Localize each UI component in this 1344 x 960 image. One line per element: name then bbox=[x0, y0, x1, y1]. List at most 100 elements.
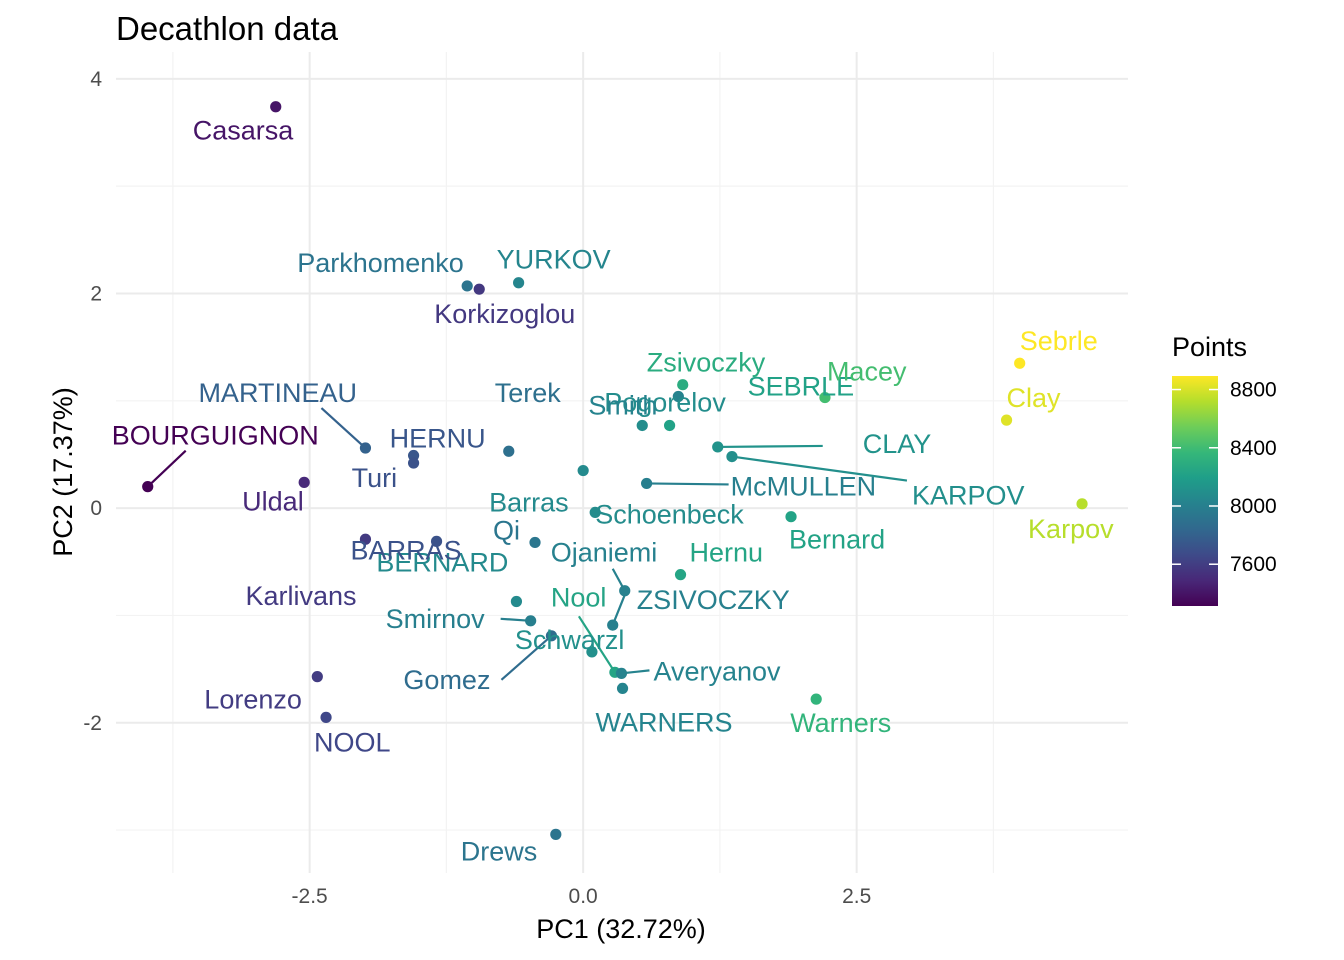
data-point bbox=[1014, 357, 1026, 369]
point-label: Smirnov bbox=[386, 604, 486, 634]
data-point bbox=[142, 481, 154, 493]
point-label: Schoenbeck bbox=[595, 499, 744, 529]
point-label: Averyanov bbox=[653, 656, 781, 686]
point-label: SEBRLE bbox=[748, 371, 855, 401]
data-point bbox=[407, 457, 420, 469]
data-point bbox=[513, 277, 525, 289]
data-point bbox=[607, 619, 619, 631]
point-label: Barras bbox=[489, 488, 569, 518]
point-label: Turi bbox=[352, 463, 398, 493]
data-point bbox=[503, 445, 515, 457]
point-label: Schwarzl bbox=[515, 625, 625, 655]
data-point bbox=[320, 711, 332, 723]
data-point bbox=[359, 533, 372, 545]
minor-gridlines bbox=[116, 52, 1128, 873]
point-label: Bernard bbox=[789, 525, 885, 555]
legend-tick-label: 7600 bbox=[1230, 553, 1277, 576]
legend-colorbar bbox=[1172, 376, 1218, 606]
data-point bbox=[674, 569, 687, 581]
data-point bbox=[270, 101, 282, 113]
data-point bbox=[785, 511, 797, 523]
point-label: NOOL bbox=[314, 727, 391, 757]
point-label: CLAY bbox=[863, 429, 932, 459]
point-label: Korkizoglou bbox=[434, 299, 575, 329]
point-label: YURKOV bbox=[497, 245, 611, 275]
point-label: WARNERS bbox=[596, 707, 733, 737]
legend-tick-label: 8800 bbox=[1230, 379, 1277, 402]
x-tick-label: 2.5 bbox=[842, 885, 871, 908]
data-point bbox=[586, 646, 598, 658]
data-point bbox=[641, 477, 653, 490]
point-label: BOURGUIGNON bbox=[112, 421, 319, 451]
point-label: MARTINEAU bbox=[198, 378, 357, 408]
data-point bbox=[577, 464, 589, 477]
data-point bbox=[615, 667, 628, 679]
x-tick-label: 0.0 bbox=[569, 885, 598, 908]
data-point bbox=[430, 535, 443, 547]
data-point bbox=[525, 615, 537, 627]
y-tick-label: -2 bbox=[83, 712, 102, 735]
point-label: McMULLEN bbox=[731, 471, 877, 501]
data-point bbox=[1000, 414, 1013, 426]
data-point bbox=[461, 280, 473, 292]
point-labels: SEBRLE CLAY KARPOV BERNARD YURKOV WARNERS ZSIV… bbox=[112, 116, 1114, 867]
point-label: Clay bbox=[1007, 383, 1062, 413]
data-point bbox=[510, 595, 523, 608]
point-label: Drews bbox=[461, 836, 538, 866]
y-axis-title: PC2 (17.37%) bbox=[48, 387, 78, 557]
data-point bbox=[529, 536, 541, 549]
legend: Points 7600 8000 8400 8800 bbox=[1172, 332, 1277, 606]
label-leader-line bbox=[500, 634, 553, 681]
data-point bbox=[663, 419, 676, 432]
data-point bbox=[589, 506, 601, 519]
point-label: Macey bbox=[827, 357, 907, 387]
label-leader-line bbox=[731, 455, 908, 482]
point-label: Ojaniemi bbox=[551, 538, 658, 568]
label-leader-line bbox=[717, 444, 823, 449]
label-leader-line bbox=[320, 407, 367, 449]
y-tick-label: 4 bbox=[90, 68, 102, 91]
point-label: BERNARD bbox=[376, 547, 508, 577]
point-label: Karlivans bbox=[245, 581, 356, 611]
x-axis-title: PC1 (32.72%) bbox=[536, 914, 706, 944]
point-label: Zsivoczky bbox=[647, 348, 766, 378]
plot-panel: -2.5 0.0 2.5 -2 0 2 4 SEBRLE CLAY KARPOV BERNARD… bbox=[83, 52, 1128, 908]
data-point bbox=[545, 630, 558, 642]
legend-tick-label: 8400 bbox=[1230, 437, 1277, 460]
legend-tick-label: 8000 bbox=[1230, 495, 1277, 518]
y-axis-ticks: -2 0 2 4 bbox=[83, 68, 102, 735]
point-label: Hernu bbox=[690, 538, 764, 568]
point-label: HERNU bbox=[390, 424, 486, 454]
point-label: Nool bbox=[551, 582, 607, 612]
data-points bbox=[142, 101, 1088, 840]
point-label: Sebrle bbox=[1020, 326, 1098, 356]
point-label: ZSIVOCZKY bbox=[637, 585, 790, 615]
point-label: Casarsa bbox=[193, 116, 295, 146]
point-label: KARPOV bbox=[912, 481, 1025, 511]
label-leader-line bbox=[577, 615, 616, 673]
data-point bbox=[311, 671, 323, 683]
y-tick-label: 0 bbox=[90, 497, 102, 520]
point-label: Terek bbox=[495, 378, 562, 408]
label-leader-line bbox=[146, 449, 187, 488]
point-label: BARRAS bbox=[351, 535, 462, 565]
data-point bbox=[359, 442, 372, 454]
point-label: Uldal bbox=[242, 486, 304, 516]
y-tick-label: 2 bbox=[90, 282, 102, 305]
x-tick-label: -2.5 bbox=[292, 885, 328, 908]
data-point bbox=[298, 476, 310, 488]
data-point bbox=[819, 391, 831, 404]
point-label: Karpov bbox=[1028, 514, 1114, 544]
data-point bbox=[473, 283, 485, 295]
data-point bbox=[712, 441, 724, 453]
data-point bbox=[550, 828, 562, 840]
point-label: Gomez bbox=[403, 665, 490, 695]
legend-ticks: 7600 8000 8400 8800 bbox=[1172, 379, 1277, 576]
data-point bbox=[636, 419, 648, 432]
x-axis-ticks: -2.5 0.0 2.5 bbox=[292, 885, 872, 908]
point-label: Lorenzo bbox=[204, 685, 302, 715]
data-point bbox=[672, 390, 684, 403]
legend-title: Points bbox=[1172, 332, 1247, 362]
label-leader-lines bbox=[146, 407, 908, 681]
data-point bbox=[619, 585, 631, 597]
